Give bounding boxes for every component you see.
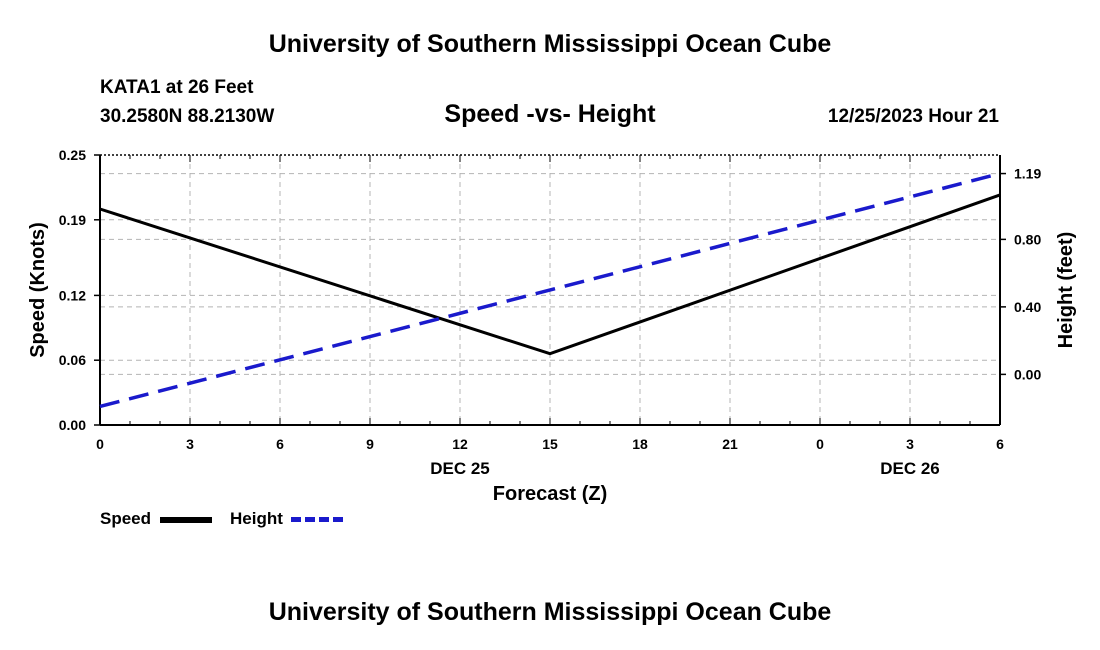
x-tick-label: 0 <box>816 436 824 452</box>
x-tick-label: 15 <box>542 436 558 452</box>
x-tick-label: 3 <box>906 436 914 452</box>
y2-tick-label: 1.19 <box>1014 166 1041 182</box>
y-axis-label: Speed (Knots) <box>27 222 49 358</box>
station-label: KATA1 at 26 Feet <box>100 77 254 98</box>
x-tick-label: 21 <box>722 436 738 452</box>
chart-subtitle: Speed -vs- Height <box>444 100 656 128</box>
y-tick-label: 0.00 <box>59 417 86 433</box>
y2-tick-label: 0.80 <box>1014 231 1041 247</box>
x-tick-label: 6 <box>996 436 1004 452</box>
y2-tick-label: 0.40 <box>1014 299 1041 315</box>
y-tick-label: 0.12 <box>59 287 86 303</box>
x-tick-label: 6 <box>276 436 284 452</box>
x-tick-label: 3 <box>186 436 194 452</box>
y-tick-label: 0.19 <box>59 212 86 228</box>
series-line-speed <box>99 193 1001 356</box>
legend-height-swatch <box>291 517 343 522</box>
series-line-height <box>99 171 1001 409</box>
legend-speed-label: Speed <box>100 509 152 528</box>
page-title: University of Southern Mississippi Ocean… <box>268 30 832 58</box>
legend-height-label: Height <box>230 509 283 528</box>
x-date-label: DEC 25 <box>430 459 490 478</box>
station-coordinates: 30.2580N 88.2130W <box>100 106 275 127</box>
x-tick-label: 18 <box>632 436 648 452</box>
y-tick-label: 0.25 <box>59 147 86 163</box>
y2-tick-label: 0.00 <box>1014 366 1041 382</box>
y-tick-label: 0.06 <box>59 352 86 368</box>
x-tick-label: 9 <box>366 436 374 452</box>
forecast-datetime: 12/25/2023 Hour 21 <box>827 106 999 127</box>
footer-title: University of Southern Mississippi Ocean… <box>268 598 832 626</box>
y2-axis-label: Height (feet) <box>1055 232 1077 349</box>
x-axis-label: Forecast (Z) <box>493 483 607 505</box>
x-date-label: DEC 26 <box>880 459 940 478</box>
x-tick-label: 12 <box>452 436 468 452</box>
x-tick-label: 0 <box>96 436 104 452</box>
legend-speed-swatch <box>160 517 212 523</box>
